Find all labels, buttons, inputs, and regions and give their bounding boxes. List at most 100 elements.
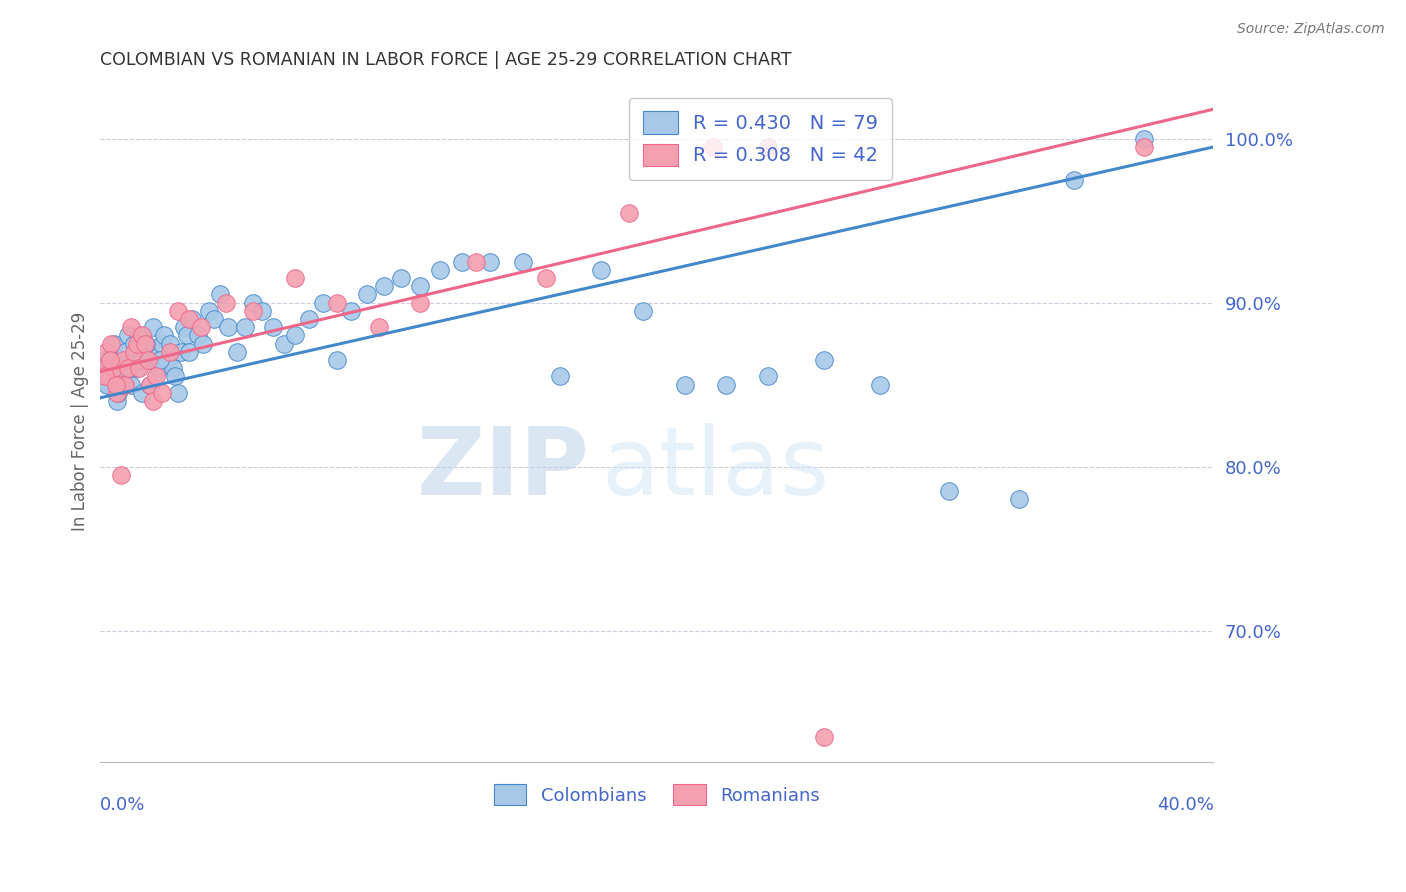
Point bbox=[312, 295, 335, 310]
Text: ZIP: ZIP bbox=[418, 423, 591, 516]
Point bbox=[298, 312, 321, 326]
Point bbox=[242, 295, 264, 310]
Point bbox=[97, 377, 120, 392]
Point bbox=[159, 344, 181, 359]
Point bbox=[233, 320, 256, 334]
Point bbox=[451, 254, 474, 268]
Point bbox=[122, 344, 145, 359]
Point bbox=[149, 353, 172, 368]
Point bbox=[756, 369, 779, 384]
Point bbox=[122, 336, 145, 351]
Point bbox=[429, 263, 451, 277]
Point bbox=[148, 361, 170, 376]
Point bbox=[262, 320, 284, 334]
Point bbox=[96, 377, 118, 392]
Point bbox=[110, 467, 132, 482]
Point bbox=[167, 304, 190, 318]
Text: COLOMBIAN VS ROMANIAN IN LABOR FORCE | AGE 25-29 CORRELATION CHART: COLOMBIAN VS ROMANIAN IN LABOR FORCE | A… bbox=[100, 51, 792, 69]
Point bbox=[167, 385, 190, 400]
Point bbox=[512, 254, 534, 268]
Point bbox=[105, 385, 128, 400]
Point bbox=[190, 320, 212, 334]
Point bbox=[548, 369, 571, 384]
Point bbox=[150, 336, 173, 351]
Point bbox=[131, 385, 153, 400]
Point bbox=[193, 336, 215, 351]
Point bbox=[131, 328, 153, 343]
Point bbox=[128, 361, 150, 376]
Point bbox=[153, 328, 176, 343]
Text: Source: ZipAtlas.com: Source: ZipAtlas.com bbox=[1237, 22, 1385, 37]
Point bbox=[93, 369, 115, 384]
Point bbox=[111, 353, 134, 368]
Point bbox=[124, 344, 146, 359]
Point bbox=[326, 353, 349, 368]
Point bbox=[103, 336, 125, 351]
Point bbox=[135, 336, 157, 351]
Point bbox=[409, 295, 432, 310]
Point bbox=[103, 361, 125, 376]
Point bbox=[716, 377, 738, 392]
Point bbox=[98, 353, 121, 368]
Point bbox=[107, 385, 129, 400]
Point bbox=[112, 377, 135, 392]
Point bbox=[176, 328, 198, 343]
Point bbox=[108, 377, 131, 392]
Point bbox=[136, 353, 159, 368]
Point bbox=[142, 320, 165, 334]
Point bbox=[356, 287, 378, 301]
Point bbox=[111, 369, 134, 384]
Point bbox=[125, 361, 148, 376]
Point bbox=[105, 394, 128, 409]
Point bbox=[145, 344, 167, 359]
Point bbox=[617, 205, 640, 219]
Text: 0.0%: 0.0% bbox=[100, 796, 146, 814]
Point bbox=[702, 140, 724, 154]
Point bbox=[187, 328, 209, 343]
Point bbox=[409, 279, 432, 293]
Point bbox=[534, 271, 557, 285]
Point bbox=[145, 369, 167, 384]
Point bbox=[114, 344, 136, 359]
Point bbox=[326, 295, 349, 310]
Legend: Colombians, Romanians: Colombians, Romanians bbox=[485, 775, 830, 814]
Point bbox=[273, 336, 295, 351]
Point bbox=[813, 353, 835, 368]
Point bbox=[198, 304, 221, 318]
Point bbox=[104, 377, 127, 392]
Point bbox=[139, 377, 162, 392]
Point bbox=[1133, 140, 1156, 154]
Point bbox=[1063, 172, 1085, 186]
Point bbox=[242, 304, 264, 318]
Point bbox=[162, 361, 184, 376]
Point bbox=[217, 320, 239, 334]
Point bbox=[117, 328, 139, 343]
Point bbox=[94, 353, 117, 368]
Point bbox=[129, 353, 152, 368]
Point bbox=[179, 344, 201, 359]
Point bbox=[869, 377, 891, 392]
Point bbox=[813, 730, 835, 744]
Point bbox=[373, 279, 395, 293]
Point bbox=[631, 304, 654, 318]
Point bbox=[165, 369, 187, 384]
Point bbox=[159, 336, 181, 351]
Point bbox=[591, 263, 613, 277]
Point bbox=[367, 320, 389, 334]
Point bbox=[117, 361, 139, 376]
Point bbox=[114, 377, 136, 392]
Point bbox=[94, 344, 117, 359]
Point bbox=[284, 271, 307, 285]
Point bbox=[170, 344, 193, 359]
Point bbox=[136, 353, 159, 368]
Point bbox=[214, 295, 236, 310]
Point bbox=[100, 361, 122, 376]
Point bbox=[120, 320, 142, 334]
Point bbox=[208, 287, 231, 301]
Y-axis label: In Labor Force | Age 25-29: In Labor Force | Age 25-29 bbox=[72, 312, 89, 531]
Point bbox=[93, 369, 115, 384]
Point bbox=[1133, 132, 1156, 146]
Point bbox=[97, 369, 120, 384]
Point bbox=[134, 336, 156, 351]
Point bbox=[91, 361, 114, 376]
